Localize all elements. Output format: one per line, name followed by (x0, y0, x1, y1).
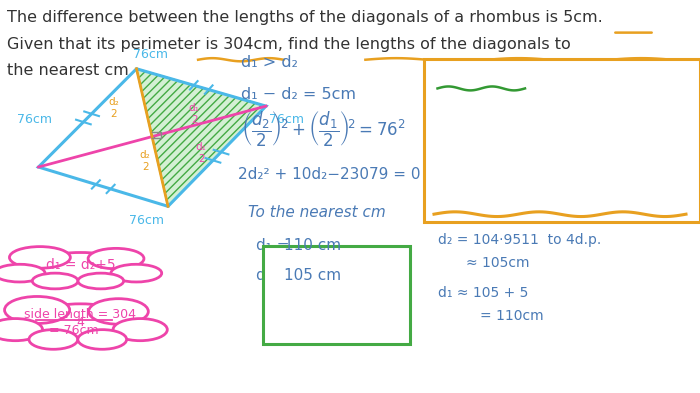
Text: 4 sides have equal length: 4 sides have equal length (448, 116, 626, 130)
FancyBboxPatch shape (262, 246, 410, 344)
Text: To the nearest cm: To the nearest cm (248, 205, 386, 220)
Text: d₁ =: d₁ = (256, 238, 289, 253)
Text: 76cm: 76cm (130, 214, 164, 227)
Text: are perpendicular to: are perpendicular to (448, 157, 590, 171)
Ellipse shape (113, 319, 167, 341)
Text: 110 cm: 110 cm (284, 238, 341, 253)
Text: 76cm: 76cm (18, 113, 52, 127)
Text: d₂
2: d₂ 2 (140, 151, 150, 172)
Text: d₁ > d₂: d₁ > d₂ (241, 55, 298, 70)
FancyBboxPatch shape (424, 59, 700, 222)
Text: Rhombus:: Rhombus: (441, 71, 531, 86)
Text: = 76cm: = 76cm (49, 324, 98, 338)
Ellipse shape (78, 273, 124, 289)
Polygon shape (136, 69, 266, 206)
Ellipse shape (111, 264, 162, 282)
Text: the nearest cm.: the nearest cm. (7, 63, 134, 78)
Ellipse shape (27, 304, 134, 341)
Ellipse shape (5, 296, 70, 323)
Text: d₁ = d₂+5: d₁ = d₂+5 (46, 258, 116, 272)
Text: • a quadrilateral whose: • a quadrilateral whose (438, 96, 601, 110)
Ellipse shape (32, 273, 78, 289)
Text: d₂ = 104·9511  to 4d.p.: d₂ = 104·9511 to 4d.p. (438, 233, 601, 247)
Ellipse shape (78, 330, 127, 349)
Text: d₂
2: d₂ 2 (108, 97, 119, 119)
Text: d₁ ≈ 105 + 5: d₁ ≈ 105 + 5 (438, 286, 528, 300)
Text: d₁
2: d₁ 2 (196, 143, 206, 164)
Text: $\left(\dfrac{d_2}{2}\right)^{\!2}+\left(\dfrac{d_1}{2}\right)^{\!2}=76^2$: $\left(\dfrac{d_2}{2}\right)^{\!2}+\left… (241, 110, 406, 149)
Ellipse shape (89, 299, 148, 324)
Ellipse shape (0, 264, 45, 282)
Text: • diagonals bisect and: • diagonals bisect and (438, 140, 594, 154)
Text: side length = 304: side length = 304 (25, 308, 136, 321)
Ellipse shape (29, 330, 78, 349)
Text: = 110cm: = 110cm (480, 309, 543, 323)
Text: d₂ =: d₂ = (256, 268, 289, 283)
Text: d₁
2: d₁ 2 (189, 103, 199, 125)
Ellipse shape (10, 247, 70, 268)
Text: 4: 4 (76, 316, 85, 329)
Text: each other: each other (448, 175, 523, 189)
Text: 105 cm: 105 cm (284, 268, 341, 283)
Ellipse shape (88, 248, 144, 269)
Text: 76cm: 76cm (270, 113, 304, 127)
Text: 2d₂² + 10d₂−23079 = 0: 2d₂² + 10d₂−23079 = 0 (238, 167, 421, 182)
Text: Given that its perimeter is 304cm, find the lengths of the diagonals to: Given that its perimeter is 304cm, find … (7, 37, 570, 51)
Text: ≈ 105cm: ≈ 105cm (466, 256, 529, 270)
Text: The difference between the lengths of the diagonals of a rhombus is 5cm.: The difference between the lengths of th… (7, 10, 603, 25)
Ellipse shape (0, 319, 43, 341)
Text: d₁ − d₂ = 5cm: d₁ − d₂ = 5cm (241, 87, 356, 102)
Ellipse shape (29, 252, 132, 282)
Text: 76cm: 76cm (133, 48, 168, 61)
